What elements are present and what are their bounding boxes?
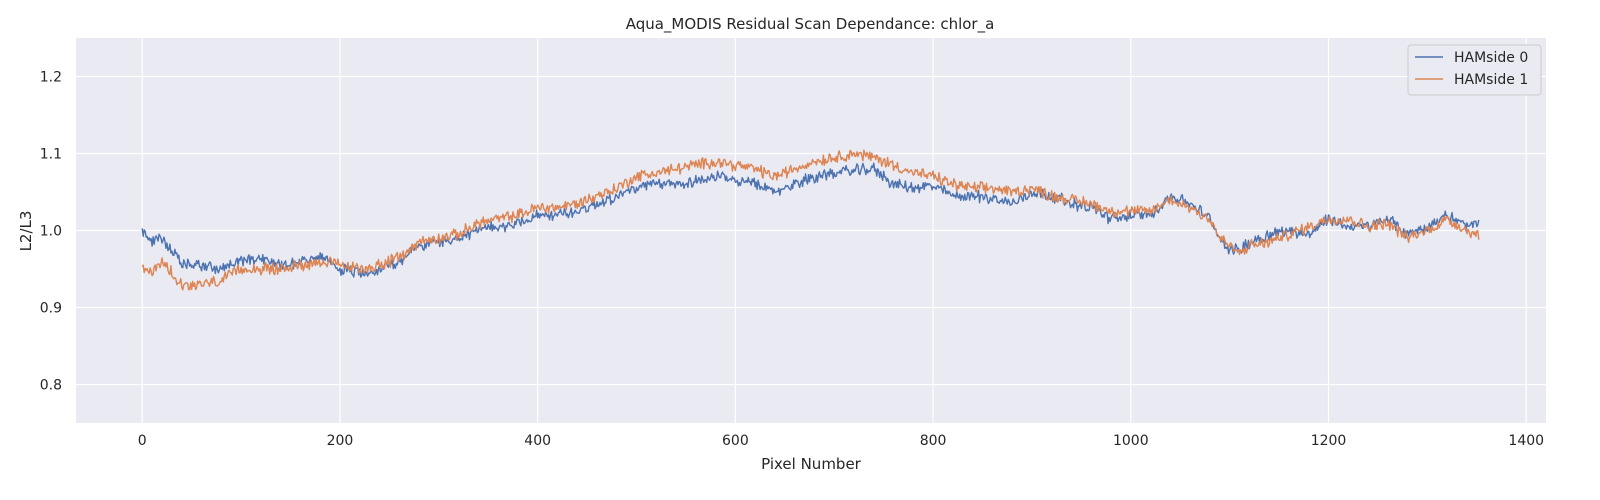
x-tick-label: 1200 — [1311, 433, 1347, 449]
x-tick-label: 400 — [524, 433, 551, 449]
x-tick-label: 800 — [920, 433, 947, 449]
y-tick-label: 1.0 — [40, 224, 62, 240]
legend-label-hamside-0: HAMside 0 — [1454, 50, 1528, 66]
x-axis-label: Pixel Number — [761, 455, 862, 473]
x-tick-label: 1000 — [1113, 433, 1149, 449]
y-tick-label: 0.9 — [40, 301, 62, 317]
x-tick-label: 0 — [138, 433, 147, 449]
y-tick-label: 1.1 — [40, 147, 62, 163]
series-layer — [141, 149, 1480, 291]
x-tick-label: 600 — [722, 433, 749, 449]
y-tick-label: 1.2 — [40, 70, 62, 86]
y-tick-labels: 0.8 0.9 1.0 1.1 1.2 — [40, 70, 62, 394]
y-tick-label: 0.8 — [40, 378, 62, 394]
x-tick-labels: 0 200 400 600 800 1000 1200 1400 — [138, 433, 1544, 449]
legend: HAMside 0 HAMside 1 — [1407, 44, 1542, 96]
x-tick-label: 200 — [327, 433, 354, 449]
y-axis-label: L2/L3 — [17, 211, 35, 252]
x-tick-label: 1400 — [1508, 433, 1544, 449]
series-line-hamside-0 — [141, 162, 1480, 278]
series-line-hamside-1 — [141, 149, 1480, 291]
legend-label-hamside-1: HAMside 1 — [1454, 72, 1528, 88]
chart-title: Aqua_MODIS Residual Scan Dependance: chl… — [626, 15, 995, 34]
